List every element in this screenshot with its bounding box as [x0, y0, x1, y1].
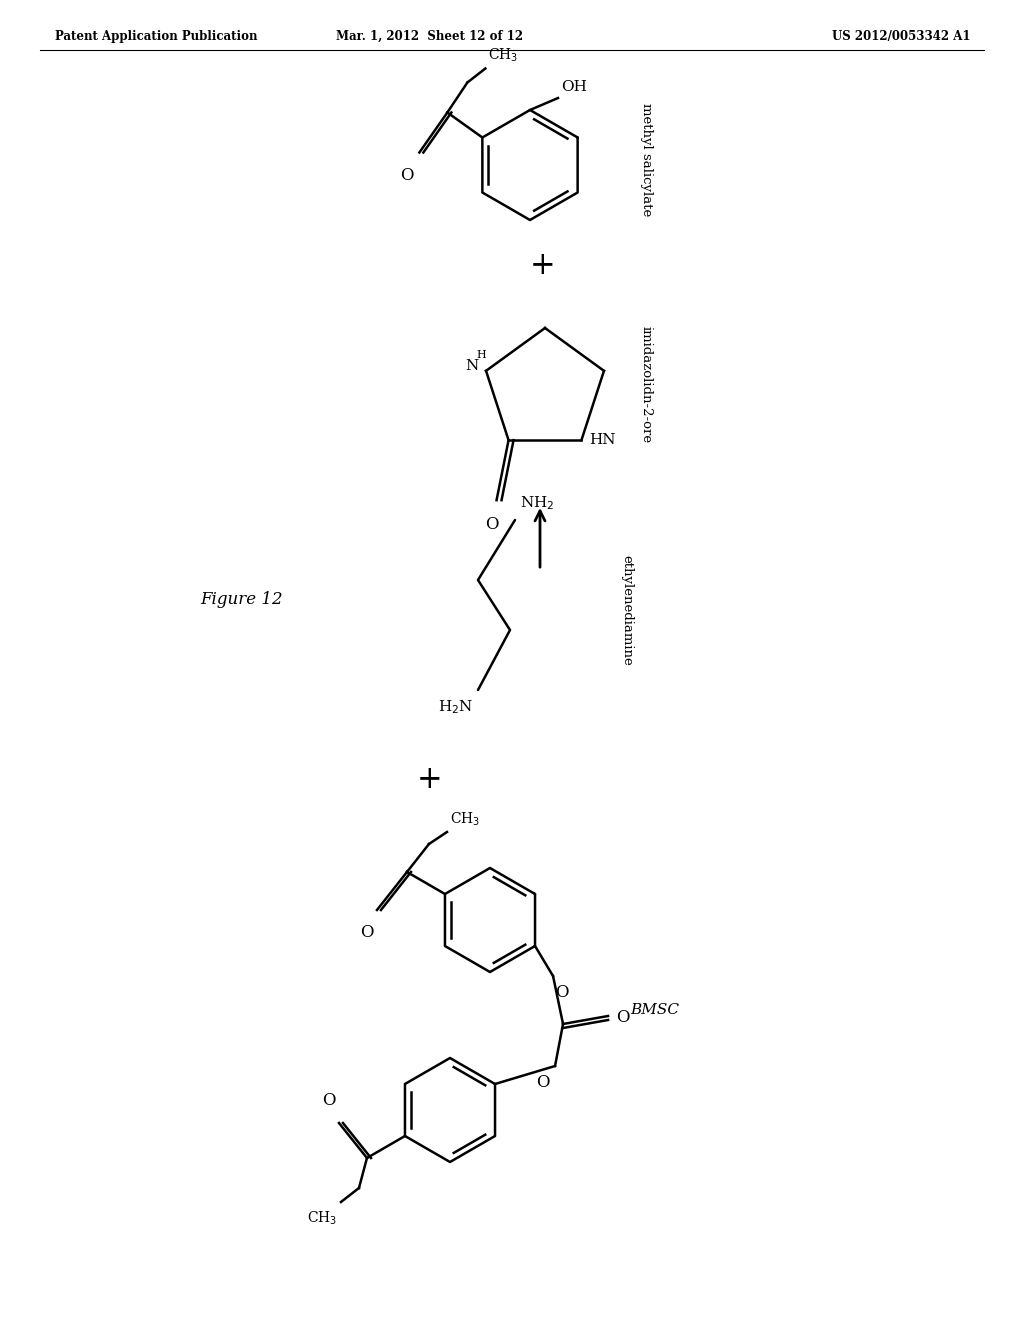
Text: methyl salicylate: methyl salicylate — [640, 103, 653, 216]
Text: OH: OH — [561, 81, 587, 94]
Text: O: O — [616, 1010, 630, 1027]
Text: Figure 12: Figure 12 — [200, 591, 283, 609]
Text: HN: HN — [590, 433, 616, 447]
Text: +: + — [530, 249, 556, 281]
Text: O: O — [555, 983, 568, 1001]
Text: CH$_3$: CH$_3$ — [450, 810, 480, 828]
Text: N: N — [465, 359, 478, 372]
Text: Mar. 1, 2012  Sheet 12 of 12: Mar. 1, 2012 Sheet 12 of 12 — [337, 30, 523, 44]
Text: CH$_3$: CH$_3$ — [488, 48, 518, 65]
Text: O: O — [537, 1074, 550, 1092]
Text: +: + — [417, 764, 442, 796]
Text: O: O — [360, 924, 374, 941]
Text: O: O — [484, 516, 499, 533]
Text: H$_2$N: H$_2$N — [437, 698, 473, 715]
Text: O: O — [323, 1092, 336, 1109]
Text: imidazolidn-2-ore: imidazolidn-2-ore — [640, 326, 653, 444]
Text: Patent Application Publication: Patent Application Publication — [55, 30, 257, 44]
Text: BMSC: BMSC — [630, 1003, 679, 1016]
Text: H: H — [476, 350, 486, 360]
Text: US 2012/0053342 A1: US 2012/0053342 A1 — [831, 30, 970, 44]
Text: CH$_3$: CH$_3$ — [307, 1210, 337, 1228]
Text: ethylenediamine: ethylenediamine — [620, 554, 633, 665]
Text: O: O — [400, 166, 414, 183]
Text: NH$_2$: NH$_2$ — [520, 494, 554, 512]
